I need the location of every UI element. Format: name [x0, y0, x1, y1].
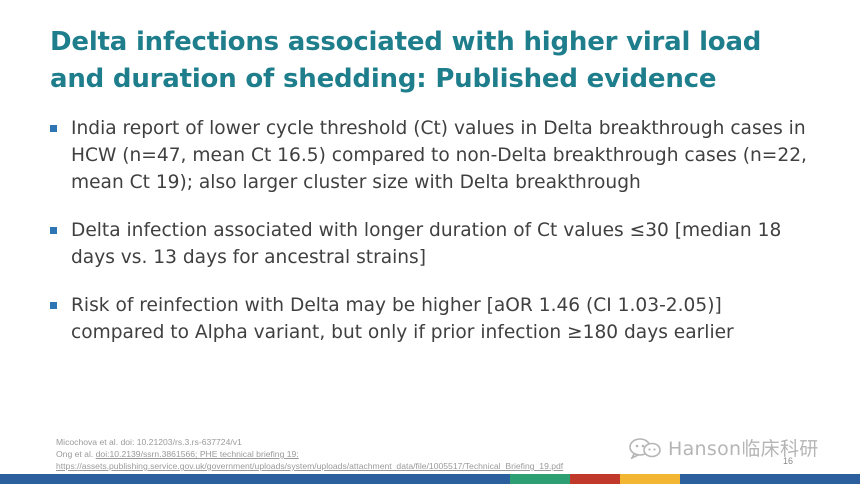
reference-line: Ong et al. doi:10.2139/ssrn.3861566; PHE… — [56, 448, 676, 460]
references: Micochova et al. doi: 10.21203/rs.3.rs-6… — [56, 436, 676, 472]
bullet-text: Delta infection associated with longer d… — [71, 220, 782, 268]
reference-line: https://assets.publishing.service.gov.uk… — [56, 460, 676, 472]
bullet-item: Risk of reinfection with Delta may be hi… — [50, 292, 820, 346]
footer-bar-segment — [680, 474, 860, 484]
reference-prefix: Ong et al. — [56, 449, 96, 459]
bullet-item: India report of lower cycle threshold (C… — [50, 115, 820, 196]
watermark: Hanson临床科研 — [628, 434, 819, 461]
bullet-item: Delta infection associated with longer d… — [50, 217, 820, 271]
footer-bar-segment — [0, 474, 300, 484]
footer-bar-segment — [300, 474, 510, 484]
wechat-icon — [629, 437, 661, 459]
bullet-list: India report of lower cycle threshold (C… — [50, 115, 820, 367]
reference-link[interactable]: doi:10.2139/ssrn.3861566; PHE technical … — [95, 449, 299, 459]
square-bullet-icon — [50, 125, 57, 132]
page-number: 16 — [783, 456, 794, 466]
reference-link[interactable]: https://assets.publishing.service.gov.uk… — [56, 461, 564, 471]
slide-title: Delta infections associated with higher … — [50, 27, 762, 94]
square-bullet-icon — [50, 227, 57, 234]
footer-bar-segment — [510, 474, 570, 484]
square-bullet-icon — [50, 302, 57, 309]
footer-bar-segment — [570, 474, 620, 484]
bullet-text: Risk of reinfection with Delta may be hi… — [71, 295, 734, 343]
footer-color-bar — [0, 474, 860, 484]
watermark-text: Hanson临床科研 — [668, 438, 819, 460]
reference-line: Micochova et al. doi: 10.21203/rs.3.rs-6… — [56, 437, 242, 447]
footer-bar-segment — [620, 474, 680, 484]
bullet-text: India report of lower cycle threshold (C… — [71, 118, 807, 193]
